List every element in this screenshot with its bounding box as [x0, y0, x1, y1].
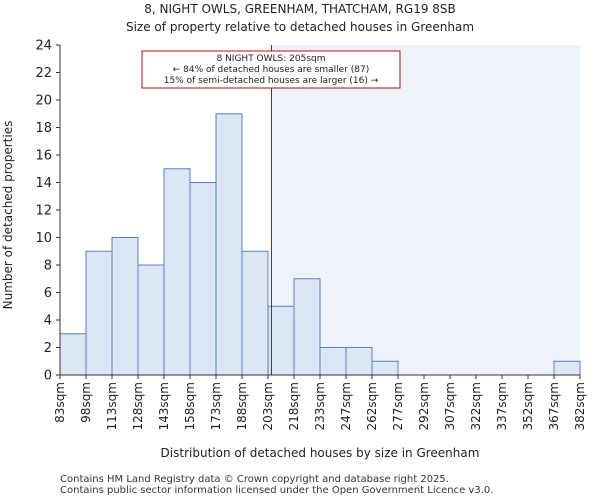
x-ticks-group: 83sqm 98sqm 113sqm 128sqm 143sqm 158sqm 173sqm… — [53, 375, 587, 430]
y-tick-label: 2 — [44, 341, 52, 356]
bar — [85, 250, 113, 376]
bar — [215, 113, 243, 376]
x-tick-label: 337sqm — [495, 382, 509, 430]
x-tick-label: 173sqm — [209, 382, 223, 430]
x-tick-label: 188sqm — [235, 382, 249, 430]
y-tick-label: 6 — [44, 286, 52, 301]
chart-title-line2: Size of property relative to detached ho… — [126, 20, 474, 34]
y-tick-label: 10 — [35, 231, 52, 246]
y-tick-label: 16 — [35, 149, 52, 164]
x-tick-label: 247sqm — [339, 382, 353, 430]
x-tick-label: 128sqm — [131, 382, 145, 430]
y-tick-label: 12 — [35, 204, 52, 219]
y-tick-label: 20 — [35, 94, 52, 109]
bar — [371, 360, 399, 376]
x-tick-label: 143sqm — [157, 382, 171, 430]
y-tick-label: 4 — [44, 314, 52, 329]
x-tick-label: 262sqm — [365, 382, 379, 430]
y-axis-label: Number of detached properties — [1, 121, 15, 310]
bar — [59, 333, 87, 376]
bar — [345, 347, 373, 376]
x-tick-label: 113sqm — [105, 382, 119, 430]
annotation-line2: ← 84% of detached houses are smaller (87… — [173, 65, 370, 75]
larger-region-shade — [271, 45, 580, 375]
bar — [241, 250, 269, 376]
bar — [319, 347, 347, 376]
bar — [163, 168, 191, 376]
chart-title-line1: 8, NIGHT OWLS, GREENHAM, THATCHAM, RG19 … — [144, 2, 456, 16]
footer-line1: Contains HM Land Registry data © Crown c… — [60, 474, 449, 485]
x-tick-label: 218sqm — [287, 382, 301, 430]
x-axis-label: Distribution of detached houses by size … — [161, 446, 480, 460]
x-tick-label: 367sqm — [547, 382, 561, 430]
x-tick-label: 382sqm — [573, 382, 587, 430]
y-tick-label: 18 — [35, 121, 52, 136]
bar — [267, 305, 295, 376]
x-tick-label: 322sqm — [469, 382, 483, 430]
bar — [137, 264, 165, 376]
x-tick-label: 203sqm — [261, 382, 275, 430]
bars-group — [59, 113, 581, 376]
y-tick-label: 14 — [35, 176, 52, 191]
x-tick-label: 83sqm — [53, 382, 67, 423]
bar — [189, 182, 217, 376]
bar — [293, 278, 321, 376]
y-tick-label: 0 — [44, 369, 52, 384]
y-tick-label: 8 — [44, 259, 52, 274]
x-tick-label: 98sqm — [79, 382, 93, 423]
bar — [111, 237, 139, 376]
annotation-line3: 15% of semi-detached houses are larger (… — [164, 76, 379, 86]
x-tick-label: 307sqm — [443, 382, 457, 430]
x-tick-label: 352sqm — [521, 382, 535, 430]
x-tick-label: 158sqm — [183, 382, 197, 430]
annotation-box — [141, 50, 401, 89]
x-tick-label: 277sqm — [391, 382, 405, 430]
bar — [553, 360, 581, 376]
annotation-line1: 8 NIGHT OWLS: 205sqm — [216, 54, 325, 64]
x-tick-label: 233sqm — [313, 382, 327, 430]
y-tick-label: 24 — [35, 39, 52, 54]
footer-line2: Contains public sector information licen… — [60, 485, 494, 496]
y-tick-label: 22 — [35, 66, 52, 81]
x-tick-label: 292sqm — [417, 382, 431, 430]
